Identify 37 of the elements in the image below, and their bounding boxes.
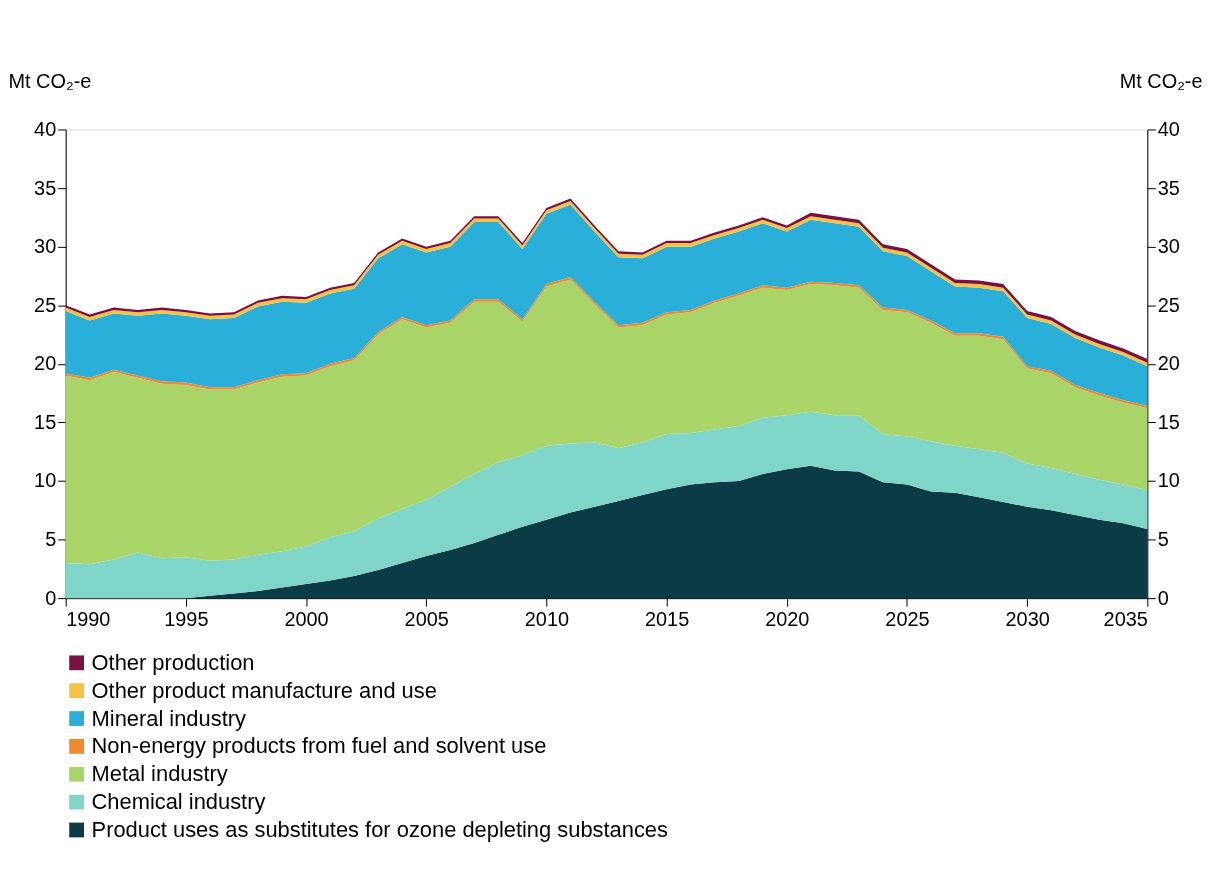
y2-tick-label: 5 (1157, 528, 1169, 551)
x-tick-label: 2010 (524, 608, 570, 631)
x-tick-label: 2025 (885, 608, 930, 631)
legend-label: Metal industry (91, 761, 228, 787)
y2-tick-label: 25 (1157, 293, 1180, 316)
legend-label: Non-energy products from fuel and solvent use (91, 733, 547, 759)
y2-axis-title: Mt CO₂-e (1119, 70, 1203, 93)
y-tick-label: 10 (34, 469, 57, 492)
y-tick-label: 30 (34, 235, 57, 258)
y-tick-label: 0 (45, 586, 57, 609)
legend-label: Other production (91, 649, 255, 675)
x-tick-label: 2000 (284, 608, 329, 631)
y2-tick-label: 30 (1157, 235, 1180, 258)
y2-tick-label: 15 (1157, 410, 1180, 433)
x-tick-label: 1995 (164, 608, 209, 631)
y2-tick-label: 0 (1157, 586, 1169, 609)
y-tick-label: 20 (34, 352, 57, 375)
y2-tick-label: 20 (1157, 352, 1180, 375)
y2-tick-label: 10 (1157, 469, 1180, 492)
legend-label: Other product manufacture and use (91, 677, 437, 703)
y-tick-label: 40 (34, 117, 57, 140)
legend-label: Mineral industry (91, 705, 247, 731)
x-tick-label: 2005 (404, 608, 449, 631)
x-tick-label: 1990 (66, 608, 111, 631)
y-tick-label: 15 (34, 410, 57, 433)
x-tick-label: 2020 (765, 608, 810, 631)
y-axis-title: Mt CO₂-e (8, 70, 92, 93)
y2-tick-label: 35 (1157, 176, 1180, 199)
y-tick-label: 5 (45, 528, 57, 551)
x-tick-label: 2015 (644, 608, 690, 631)
legend-label: Product uses as substitutes for ozone depleting substances (91, 816, 668, 842)
x-tick-label: 2030 (1005, 608, 1050, 631)
legend-label: Chemical industry (91, 789, 266, 815)
y2-tick-label: 40 (1157, 117, 1180, 140)
y-tick-label: 25 (34, 293, 57, 316)
y-tick-label: 35 (34, 176, 57, 199)
x-tick-label: 2035 (1103, 608, 1148, 631)
